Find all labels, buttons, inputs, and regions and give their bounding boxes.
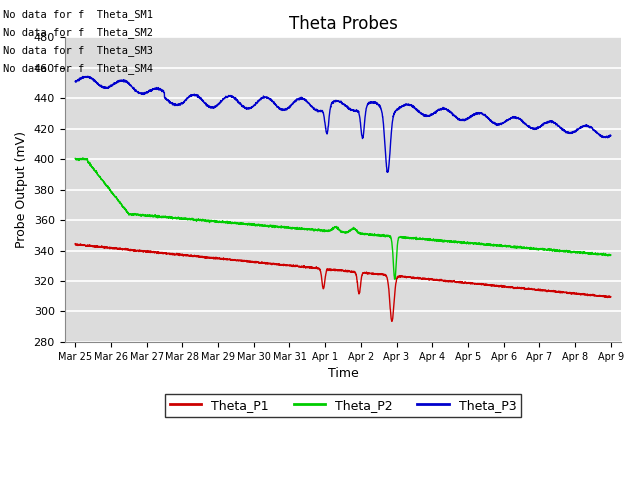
Text: No data for f  Theta_SM4: No data for f Theta_SM4 [3, 63, 153, 74]
Text: No data for f  Theta_SM2: No data for f Theta_SM2 [3, 27, 153, 38]
Text: No data for f  Theta_SM1: No data for f Theta_SM1 [3, 9, 153, 20]
Text: No data for f  Theta_SM3: No data for f Theta_SM3 [3, 45, 153, 56]
Title: Theta Probes: Theta Probes [289, 15, 397, 33]
X-axis label: Time: Time [328, 367, 358, 380]
Y-axis label: Probe Output (mV): Probe Output (mV) [15, 131, 28, 248]
Legend: Theta_P1, Theta_P2, Theta_P3: Theta_P1, Theta_P2, Theta_P3 [164, 394, 522, 417]
